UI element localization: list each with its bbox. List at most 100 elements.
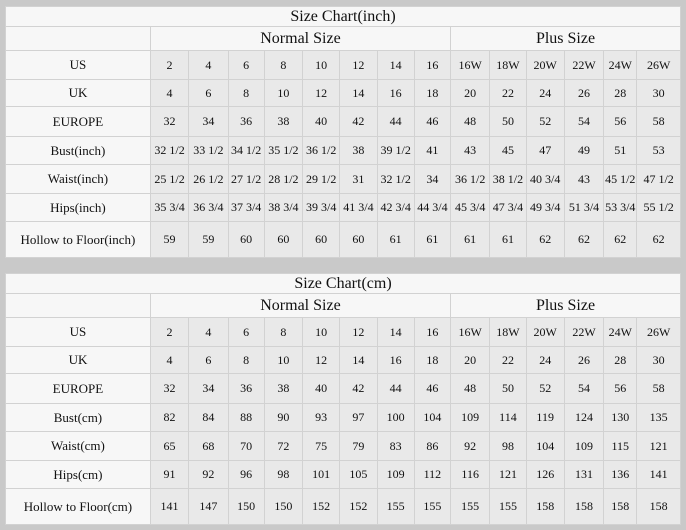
size-value-cell: 124 (563, 403, 605, 432)
table-row: Hips(inch) 35 3/4 36 3/4 37 3/4 38 3/4 39 3/4… (5, 193, 681, 222)
size-value-cell: 47 3/4 (489, 193, 527, 222)
size-value-cell: 70 (227, 431, 265, 461)
size-value-cell: 109 (563, 431, 605, 461)
size-value-cell: 26 (563, 346, 605, 374)
size-value-cell: 35 3/4 (149, 193, 190, 222)
size-value-cell: 112 (413, 460, 452, 489)
size-value-cell: 47 (525, 136, 565, 165)
size-value-cell: 152 (339, 488, 378, 525)
size-value-cell: 141 (636, 460, 681, 489)
size-value-cell: 20 (450, 346, 491, 374)
size-value-cell: 42 (339, 106, 378, 137)
table-row: UK 4 6 8 10 12 14 16 18 20 22 24 26 28 30 (5, 79, 681, 107)
table-row: Bust(inch) 32 1/2 33 1/2 34 1/2 35 1/2 36 1/2… (5, 136, 681, 165)
size-value-cell: 22 (489, 79, 527, 107)
size-value-cell: 54 (563, 106, 605, 137)
size-value-cell: 98 (263, 460, 304, 489)
group-header-row: Normal Size Plus Size (5, 293, 681, 318)
size-value-cell: 4 (149, 346, 190, 374)
size-value-cell: 121 (489, 460, 527, 489)
size-value-cell: 16 (413, 50, 452, 80)
table-row: US 2 4 6 8 10 12 14 16 16W 18W 20W 22W 24W 26W (5, 50, 681, 80)
size-chart-inch-table: Size Chart(inch) Normal Size Plus Size US 2 4… (5, 6, 681, 258)
size-value-cell: 32 1/2 (149, 136, 190, 165)
empty-header-cell (5, 26, 151, 51)
size-value-cell: 10 (263, 346, 304, 374)
size-value-cell: 116 (450, 460, 491, 489)
size-value-cell: 42 3/4 (376, 193, 415, 222)
size-value-cell: 35 1/2 (263, 136, 304, 165)
size-value-cell: 26 1/2 (188, 164, 229, 194)
size-value-cell: 155 (450, 488, 491, 525)
size-value-cell: 48 (450, 373, 491, 404)
size-value-cell: 155 (489, 488, 527, 525)
row-label: Hollow to Floor(inch) (5, 221, 151, 258)
size-value-cell: 150 (263, 488, 304, 525)
size-value-cell: 62 (603, 221, 638, 258)
size-value-cell: 24W (603, 317, 638, 347)
size-value-cell: 18W (489, 50, 527, 80)
size-value-cell: 72 (263, 431, 304, 461)
size-value-cell: 6 (188, 346, 229, 374)
size-value-cell: 12 (302, 79, 341, 107)
row-label: EUROPE (5, 373, 151, 404)
table-row: Waist(cm) 65 68 70 72 75 79 83 86 92 98 104 109 115 12… (5, 431, 681, 461)
size-value-cell: 62 (563, 221, 605, 258)
size-value-cell: 22 (489, 346, 527, 374)
size-value-cell: 2 (149, 317, 190, 347)
size-value-cell: 51 (603, 136, 638, 165)
size-value-cell: 32 (149, 106, 190, 137)
size-value-cell: 46 (413, 373, 452, 404)
size-value-cell: 158 (603, 488, 638, 525)
size-value-cell: 59 (149, 221, 190, 258)
size-value-cell: 10 (302, 317, 341, 347)
size-value-cell: 16 (376, 346, 415, 374)
size-value-cell: 14 (376, 50, 415, 80)
size-value-cell: 37 3/4 (227, 193, 265, 222)
size-value-cell: 38 (263, 106, 304, 137)
size-value-cell: 56 (603, 373, 638, 404)
size-value-cell: 16W (450, 317, 491, 347)
size-value-cell: 41 3/4 (339, 193, 378, 222)
size-value-cell: 26 (563, 79, 605, 107)
row-label: Bust(inch) (5, 136, 151, 165)
size-value-cell: 53 (636, 136, 681, 165)
size-value-cell: 29 1/2 (302, 164, 341, 194)
size-value-cell: 28 (603, 346, 638, 374)
size-value-cell: 26W (636, 317, 681, 347)
size-value-cell: 115 (603, 431, 638, 461)
table-row: UK 4 6 8 10 12 14 16 18 20 22 24 26 28 30 (5, 346, 681, 374)
size-value-cell: 47 1/2 (636, 164, 681, 194)
table-row: EUROPE 32 34 36 38 40 42 44 46 48 50 52 54 56 58 (5, 373, 681, 404)
size-value-cell: 109 (450, 403, 491, 432)
chart-title: Size Chart(inch) (5, 6, 681, 27)
size-value-cell: 150 (227, 488, 265, 525)
size-value-cell: 45 (489, 136, 527, 165)
row-label: Waist(inch) (5, 164, 151, 194)
size-value-cell: 75 (302, 431, 341, 461)
size-value-cell: 12 (339, 50, 378, 80)
size-value-cell: 43 (450, 136, 491, 165)
size-value-cell: 18 (413, 79, 452, 107)
size-value-cell: 131 (563, 460, 605, 489)
size-value-cell: 65 (149, 431, 190, 461)
size-value-cell: 34 (188, 373, 229, 404)
size-value-cell: 36 1/2 (450, 164, 491, 194)
size-value-cell: 82 (149, 403, 190, 432)
title-row: Size Chart(cm) (5, 273, 681, 294)
size-value-cell: 36 (227, 373, 265, 404)
size-value-cell: 27 1/2 (227, 164, 265, 194)
size-value-cell: 6 (188, 79, 229, 107)
size-value-cell: 60 (302, 221, 341, 258)
size-value-cell: 60 (339, 221, 378, 258)
size-value-cell: 84 (188, 403, 229, 432)
size-value-cell: 4 (188, 317, 229, 347)
group-header-row: Normal Size Plus Size (5, 26, 681, 51)
size-value-cell: 61 (413, 221, 452, 258)
size-value-cell: 158 (563, 488, 605, 525)
size-value-cell: 86 (413, 431, 452, 461)
size-value-cell: 4 (188, 50, 229, 80)
size-value-cell: 104 (413, 403, 452, 432)
size-value-cell: 39 1/2 (376, 136, 415, 165)
size-value-cell: 152 (302, 488, 341, 525)
